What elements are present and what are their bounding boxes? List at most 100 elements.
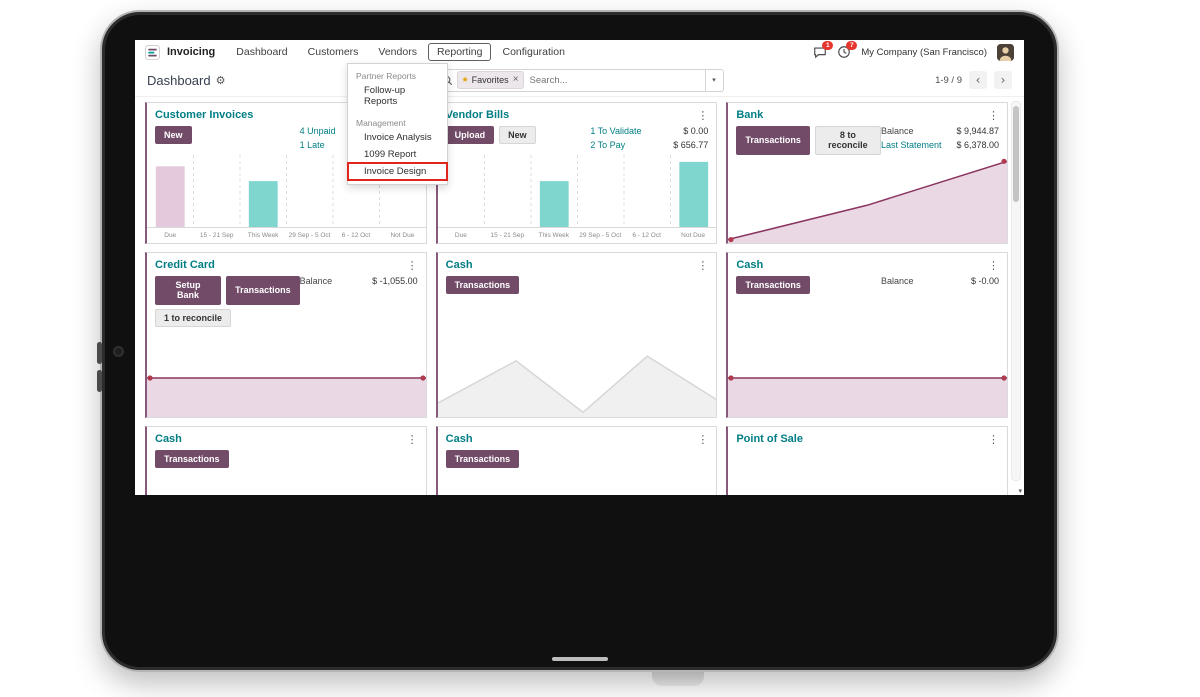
user-avatar[interactable] <box>997 43 1014 61</box>
setup-bank-button[interactable]: Setup Bank <box>155 276 222 305</box>
to-pay-link[interactable]: 2 To Pay <box>590 140 626 150</box>
kebab-menu-icon[interactable]: ⋮ <box>987 108 999 122</box>
tablet-frame: Invoicing Dashboard Customers Vendors Re… <box>97 10 1059 672</box>
activities-clock-icon[interactable]: 7 <box>837 41 858 59</box>
menu-item-invoice-design[interactable]: Invoice Design <box>347 162 448 181</box>
late-link[interactable]: 1 Late <box>299 140 325 150</box>
stat-value: $ -1,055.00 <box>372 276 418 286</box>
kanban-card-cash-3: Cash ⋮ Transactions <box>145 426 427 495</box>
volume-up-button <box>97 342 102 364</box>
kebab-menu-icon[interactable]: ⋮ <box>987 258 999 272</box>
cash-chart[interactable] <box>437 339 717 417</box>
messages-badge: 1 <box>822 41 834 50</box>
app-name[interactable]: Invoicing <box>167 46 216 58</box>
unpaid-link[interactable]: 4 Unpaid <box>299 126 336 136</box>
reconcile-button[interactable]: 8 to reconcile <box>814 126 881 155</box>
upload-button[interactable]: Upload <box>445 126 495 145</box>
star-icon: ★ <box>461 75 469 84</box>
last-statement-link[interactable]: Last Statement <box>880 140 942 150</box>
page-title: Dashboard <box>147 72 211 88</box>
card-title[interactable]: Cash <box>155 433 182 445</box>
menu-item-follow-up-reports[interactable]: Follow-up Reports <box>364 85 406 107</box>
chart-x-labels: Due 15 - 21 Sep This Week 29 Sep - 5 Oct… <box>437 227 717 243</box>
card-title[interactable]: Cash <box>445 433 473 445</box>
card-title[interactable]: Vendor Bills <box>445 109 510 121</box>
kebab-menu-icon[interactable]: ⋮ <box>406 432 418 446</box>
search-input[interactable] <box>527 73 700 87</box>
transactions-button[interactable]: Transactions <box>226 276 300 305</box>
menu-dashboard[interactable]: Dashboard <box>236 46 288 58</box>
credit-card-chart[interactable] <box>147 339 426 417</box>
kanban-card-cash-2: Cash ⋮ Transactions Balance $ -0.00 <box>726 252 1008 418</box>
app-screen: Invoicing Dashboard Customers Vendors Re… <box>135 40 1024 495</box>
menu-item-1099-report[interactable]: 1099 Report <box>364 149 417 160</box>
stat-value: $ 6,378.00 <box>956 140 999 150</box>
activities-badge: 7 <box>846 41 858 50</box>
kanban-card-bank: Bank ⋮ Transactions 8 to reconcile Balan… <box>726 102 1008 244</box>
favorites-facet[interactable]: ★ Favorites × <box>456 71 524 89</box>
kanban-card-point-of-sale: Point of Sale ⋮ <box>726 426 1008 495</box>
dashboard-content: Customer Invoices ⋮ New 4 Unpaid <box>135 96 1024 495</box>
kanban-card-vendor-bills: Vendor Bills ⋮ Upload New 1 To Validate … <box>435 102 718 244</box>
transactions-button[interactable]: Transactions <box>445 450 520 469</box>
vendor-bills-chart[interactable] <box>438 153 717 227</box>
search-dropdown-toggle[interactable]: ▾ <box>705 68 724 92</box>
balance-label: Balance <box>880 276 914 286</box>
facet-remove-icon[interactable]: × <box>512 74 519 85</box>
stat-value: $ 0.00 <box>683 126 709 136</box>
kanban-card-credit-card: Credit Card ⋮ Setup Bank Transactions 1 … <box>145 252 427 418</box>
menu-vendors[interactable]: Vendors <box>378 46 417 58</box>
balance-label: Balance <box>880 126 914 136</box>
pager: 1-9 / 9 ‹ › <box>724 71 1012 89</box>
volume-down-button <box>97 370 102 392</box>
bank-chart[interactable] <box>728 157 1007 243</box>
menu-section-management: Management <box>356 118 406 128</box>
kanban-card-cash-1: Cash ⋮ Transactions <box>435 252 718 418</box>
menu-item-invoice-analysis[interactable]: Invoice Analysis <box>364 132 432 143</box>
camera-dot <box>115 348 122 355</box>
balance-label: Balance <box>299 276 333 286</box>
messages-icon[interactable]: 1 <box>813 41 834 59</box>
pager-next-button[interactable]: › <box>994 71 1012 89</box>
card-title[interactable]: Point of Sale <box>736 433 803 445</box>
card-title[interactable]: Cash <box>736 259 764 271</box>
card-title[interactable]: Customer Invoices <box>155 109 254 121</box>
scrollbar-thumb[interactable] <box>1013 106 1019 202</box>
transactions-button[interactable]: Transactions <box>445 276 520 295</box>
gear-icon[interactable]: ⚙ <box>215 73 226 87</box>
card-title[interactable]: Credit Card <box>155 259 215 271</box>
main-menu: Dashboard Customers Vendors Reporting Co… <box>227 43 574 61</box>
card-title[interactable]: Bank <box>736 109 764 121</box>
stat-value: $ -0.00 <box>970 276 999 286</box>
top-navbar: Invoicing Dashboard Customers Vendors Re… <box>135 40 1024 64</box>
transactions-button[interactable]: Transactions <box>736 126 810 155</box>
transactions-button[interactable]: Transactions <box>736 276 810 295</box>
new-bill-button[interactable]: New <box>499 126 536 145</box>
scroll-down-icon[interactable]: ▾ <box>1018 487 1022 495</box>
app-logo-icon[interactable] <box>145 44 160 60</box>
menu-reporting[interactable]: Reporting <box>427 43 492 61</box>
to-validate-link[interactable]: 1 To Validate <box>590 126 642 136</box>
kebab-menu-icon[interactable]: ⋮ <box>406 258 418 272</box>
control-panel: Dashboard ⚙ ★ Favorites × ▾ <box>135 64 1024 96</box>
stat-value: $ 656.77 <box>673 140 709 150</box>
reconcile-button[interactable]: 1 to reconcile <box>155 308 232 328</box>
kebab-menu-icon[interactable]: ⋮ <box>697 432 709 446</box>
transactions-button[interactable]: Transactions <box>155 450 229 469</box>
new-invoice-button[interactable]: New <box>155 126 192 145</box>
pager-counter: 1-9 / 9 <box>935 74 962 86</box>
kebab-menu-icon[interactable]: ⋮ <box>987 432 999 446</box>
facet-label: Favorites <box>471 75 509 85</box>
company-switcher[interactable]: My Company (San Francisco) <box>861 46 987 58</box>
kebab-menu-icon[interactable]: ⋮ <box>697 108 709 122</box>
card-title[interactable]: Cash <box>445 259 473 271</box>
chart-x-labels: Due 15 - 21 Sep This Week 29 Sep - 5 Oct… <box>147 227 426 243</box>
vertical-scrollbar <box>1011 101 1021 481</box>
search-bar[interactable]: ★ Favorites × <box>435 68 706 92</box>
cash-chart[interactable] <box>728 339 1007 417</box>
pager-previous-button[interactable]: ‹ <box>969 71 987 89</box>
menu-configuration[interactable]: Configuration <box>502 46 565 58</box>
menu-customers[interactable]: Customers <box>307 46 359 58</box>
kebab-menu-icon[interactable]: ⋮ <box>697 258 709 272</box>
reporting-dropdown-menu: Partner Reports Follow-up Reports Manage… <box>347 63 448 185</box>
